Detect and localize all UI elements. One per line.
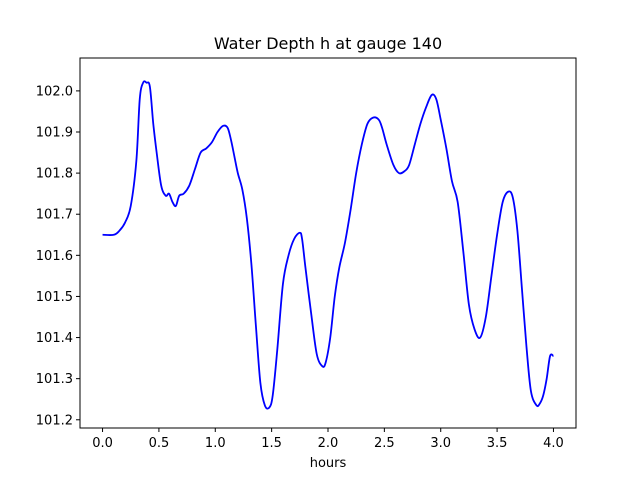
- y-tick-label: 101.4: [36, 331, 73, 346]
- y-tick-label: 101.6: [36, 249, 73, 264]
- x-tick-label: 2.5: [374, 436, 395, 451]
- y-tick-label: 101.8: [36, 167, 73, 182]
- y-tick-label: 101.7: [36, 208, 73, 223]
- y-tick-label: 101.9: [36, 126, 73, 141]
- x-tick-label: 0.0: [92, 436, 113, 451]
- x-tick-label: 1.0: [205, 436, 226, 451]
- chart-title: Water Depth h at gauge 140: [214, 34, 442, 53]
- y-tick-label: 101.2: [36, 413, 73, 428]
- x-tick-label: 3.0: [430, 436, 451, 451]
- series-group: [102, 80, 554, 410]
- plot-area: [80, 58, 576, 428]
- series-line: [102, 80, 554, 410]
- x-tick-label: 3.5: [487, 436, 508, 451]
- y-tick-label: 102.0: [36, 84, 73, 99]
- plot-frame: [79, 57, 577, 429]
- x-axis-label: hours: [310, 456, 347, 471]
- x-tick-label: 2.0: [318, 436, 339, 451]
- y-tick-label: 101.3: [36, 372, 73, 387]
- x-tick-label: 0.5: [149, 436, 170, 451]
- x-tick-label: 1.5: [261, 436, 282, 451]
- x-tick-label: 4.0: [543, 436, 564, 451]
- axis-ticks: 0.0 0.5 1.0 1.5 2.0 2.5 3.0 3.5 4.0 101.2 101.3 101…: [36, 84, 564, 451]
- y-tick-label: 101.5: [36, 290, 73, 305]
